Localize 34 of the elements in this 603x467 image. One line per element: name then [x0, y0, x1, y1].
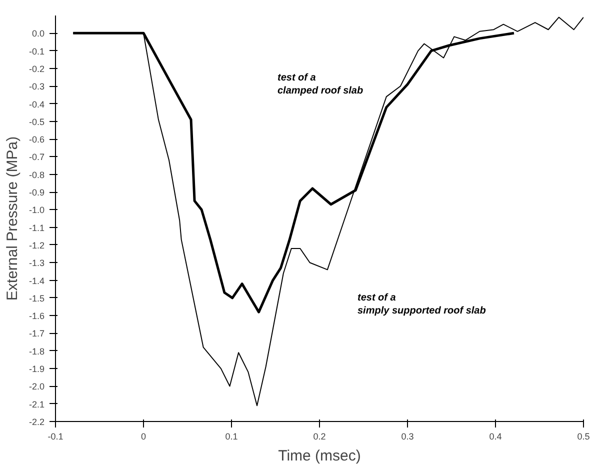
x-tick-label: -0.1: [48, 432, 64, 442]
x-axis-title: Time (msec): [278, 448, 361, 464]
y-tick-label: -1.0: [28, 205, 45, 216]
y-tick-label: -1.4: [28, 276, 45, 286]
y-tick-label: -0.9: [28, 188, 45, 198]
x-tick-label: 0.4: [489, 432, 502, 442]
y-tick-label: -1.7: [28, 328, 45, 339]
y-tick-label: -1.6: [28, 311, 45, 322]
y-tick-label: -1.5: [28, 293, 45, 304]
x-tick-label: 0.2: [313, 432, 326, 442]
x-tick-label: 0.3: [401, 432, 414, 442]
y-tick-label: -2.1: [28, 399, 45, 410]
y-tick-label: -0.1: [28, 46, 45, 56]
annotation: test of a simply supported roof slab: [358, 292, 486, 317]
y-tick-label: -1.9: [28, 364, 45, 374]
annotation: test of a clamped roof slab: [278, 72, 364, 97]
y-axis-title: External Pressure (MPa): [4, 136, 21, 301]
y-tick-label: -1.2: [28, 240, 45, 250]
y-tick-label: -0.6: [28, 134, 45, 145]
y-tick-label: -0.7: [28, 152, 45, 162]
x-tick-label: 0.5: [577, 432, 590, 442]
y-tick-label: 0.0: [32, 28, 45, 39]
y-tick-label: -1.8: [28, 346, 45, 356]
y-tick-label: -0.2: [28, 64, 45, 74]
x-tick-label: 0.1: [225, 432, 238, 442]
y-tick-label: -0.5: [28, 116, 45, 127]
x-tick-label: 0: [140, 432, 146, 442]
y-tick-label: -2.2: [28, 417, 45, 427]
y-tick-label: -0.8: [28, 170, 45, 180]
y-tick-label: -2.0: [28, 382, 45, 392]
y-tick-label: -0.4: [28, 99, 45, 110]
y-tick-label: -0.3: [28, 82, 45, 92]
y-tick-label: -1.1: [28, 222, 45, 233]
y-tick-label: -1.3: [28, 258, 45, 268]
